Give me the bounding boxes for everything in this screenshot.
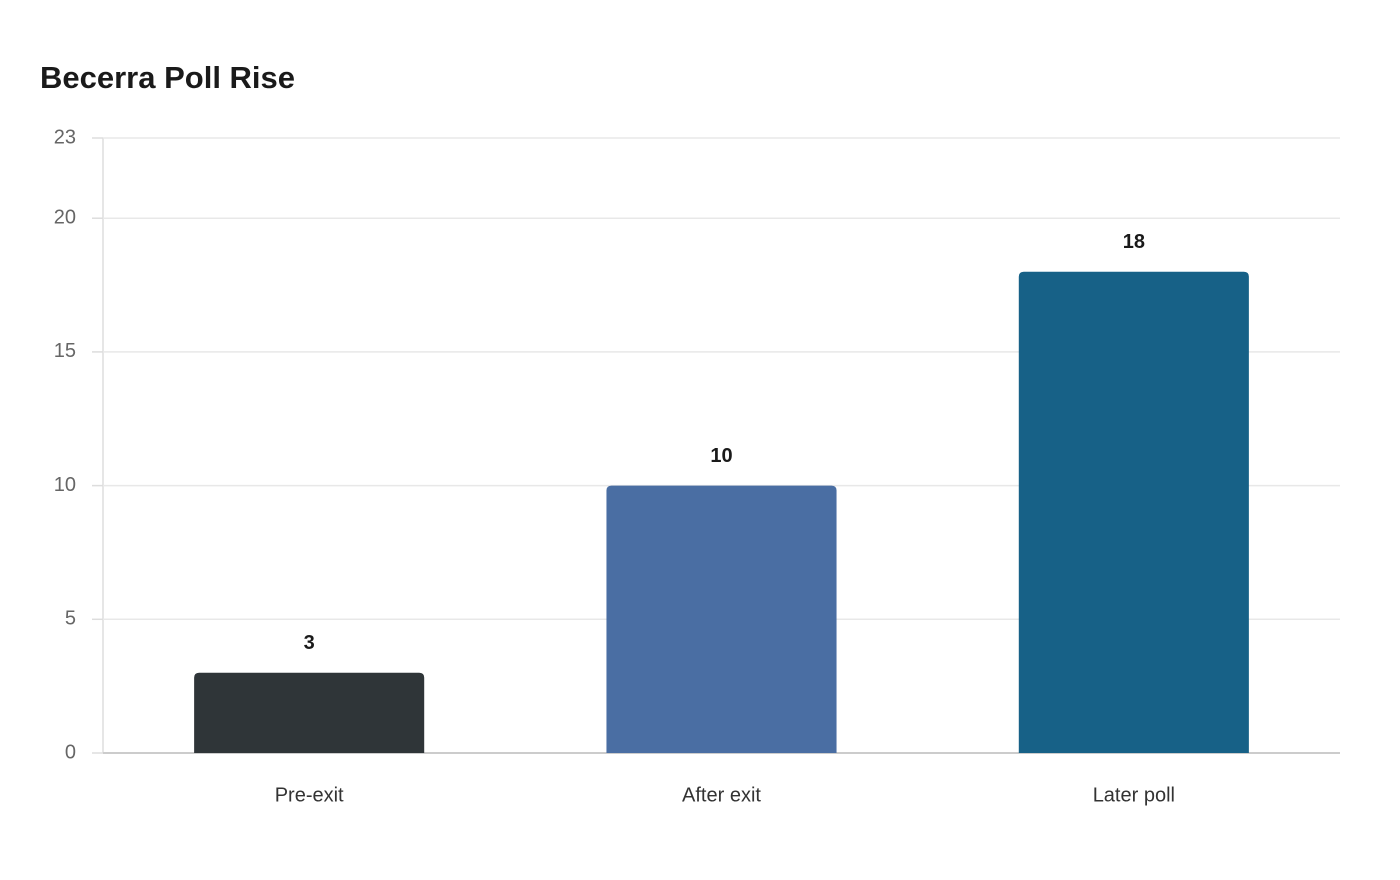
x-tick-label: Later poll <box>1093 784 1175 806</box>
bar <box>1018 271 1249 753</box>
value-label: 3 <box>304 632 315 654</box>
y-tick-label: 23 <box>54 126 76 148</box>
bar <box>606 485 837 753</box>
y-tick-label: 5 <box>65 608 76 630</box>
y-tick-label: 20 <box>54 206 76 228</box>
y-tick-label: 10 <box>54 474 76 496</box>
value-label: 10 <box>710 445 732 467</box>
y-tick-label: 15 <box>54 340 76 362</box>
y-tick-label: 0 <box>65 741 76 763</box>
value-label: 18 <box>1123 231 1145 253</box>
chart-title: Becerra Poll Rise <box>40 60 295 95</box>
bar <box>194 672 425 753</box>
x-tick-label: After exit <box>682 784 761 806</box>
x-tick-label: Pre-exit <box>275 784 344 806</box>
